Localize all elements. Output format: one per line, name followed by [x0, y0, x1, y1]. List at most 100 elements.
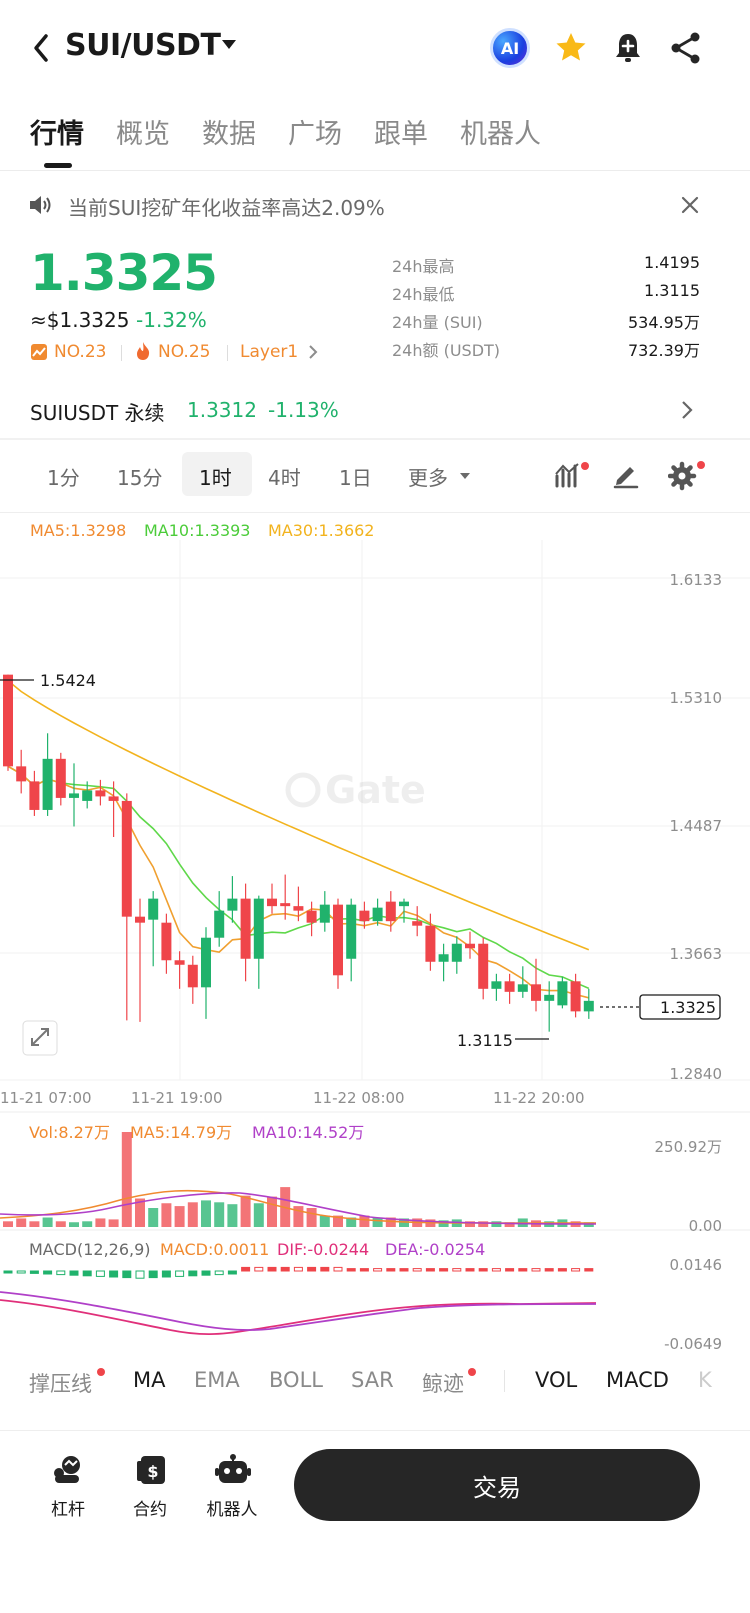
- star-icon[interactable]: [551, 28, 591, 68]
- volume-bar: [187, 1202, 198, 1227]
- indicator-support-resistance[interactable]: 撑压线: [29, 1372, 92, 1396]
- tab-data[interactable]: 数据: [202, 119, 256, 150]
- candle: [214, 891, 225, 947]
- indicator-icon[interactable]: [554, 460, 590, 494]
- tab-bots[interactable]: 机器人: [460, 119, 541, 150]
- candle: [108, 781, 119, 837]
- timeframe-more[interactable]: 更多: [408, 466, 448, 490]
- chevron-right-icon[interactable]: [680, 400, 694, 424]
- indicator-macd[interactable]: MACD: [606, 1368, 669, 1392]
- nav-leverage[interactable]: 杠杆: [51, 1500, 85, 1520]
- candle: [148, 891, 159, 967]
- contract-icon[interactable]: $: [133, 1453, 169, 1487]
- dea-value: DEA:-0.0254: [385, 1240, 485, 1259]
- volume-bar: [491, 1221, 502, 1227]
- market-cap-rank-icon: [30, 343, 48, 365]
- stat-turnover-value: 732.39万: [628, 341, 700, 360]
- indicator-vol[interactable]: VOL: [535, 1368, 578, 1392]
- vol-legend: Vol:8.27万: [29, 1123, 110, 1142]
- bot-icon[interactable]: [215, 1453, 251, 1487]
- nav-bot[interactable]: 机器人: [206, 1500, 258, 1520]
- indicator-sar[interactable]: SAR: [351, 1368, 394, 1392]
- caret-down-icon[interactable]: [222, 40, 236, 49]
- last-price: 1.3325: [30, 244, 218, 302]
- pair-title[interactable]: SUI/USDT: [65, 28, 221, 63]
- dif-value: DIF:-0.0244: [277, 1240, 369, 1259]
- candle: [333, 898, 343, 989]
- bell-plus-icon[interactable]: [608, 28, 648, 68]
- ma5-line: [7, 765, 589, 999]
- tab-market[interactable]: 行情: [30, 119, 84, 150]
- fullscreen-button[interactable]: [22, 1020, 58, 1056]
- caret-down-icon: [460, 473, 470, 479]
- timeframe-1d[interactable]: 1日: [339, 466, 372, 490]
- price-tick: 1.5310: [670, 689, 723, 707]
- divider: [121, 345, 122, 361]
- timeframe-4h[interactable]: 4时: [268, 466, 301, 490]
- perpetual-name[interactable]: SUIUSDT 永续: [30, 401, 165, 425]
- macd-bar: [161, 1270, 171, 1278]
- macd-bar: [412, 1268, 422, 1272]
- macd-bar: [399, 1268, 409, 1272]
- timeframe-1m[interactable]: 1分: [47, 466, 80, 490]
- settings-gear-icon[interactable]: [667, 459, 708, 495]
- tab-copy-trade[interactable]: 跟单: [374, 119, 428, 150]
- notice-text[interactable]: 当前SUI挖矿年化收益率高达2.09%: [68, 196, 385, 220]
- indicator-ema[interactable]: EMA: [194, 1368, 240, 1392]
- candle: [227, 876, 238, 923]
- sector-tag[interactable]: Layer1: [240, 342, 299, 362]
- volume-bar: [399, 1218, 409, 1227]
- volume-bar: [346, 1217, 357, 1227]
- timeframe-15m[interactable]: 15分: [117, 466, 163, 490]
- macd-histogram: [3, 1266, 594, 1279]
- volume-bar: [319, 1215, 330, 1227]
- vol-ma10-legend: MA10:14.52万: [252, 1123, 364, 1142]
- tab-square[interactable]: 广场: [288, 119, 342, 150]
- volume-bar: [293, 1206, 304, 1227]
- candle: [478, 937, 489, 1000]
- candle: [544, 981, 555, 1032]
- draw-pen-icon[interactable]: [611, 460, 641, 494]
- candle: [399, 898, 409, 923]
- candle: [319, 891, 330, 932]
- hot-rank[interactable]: NO.25: [158, 342, 211, 362]
- macd-bar: [439, 1268, 449, 1272]
- back-button[interactable]: [28, 30, 58, 66]
- indicator-kdj[interactable]: K: [698, 1368, 712, 1392]
- macd-bar: [29, 1270, 39, 1274]
- ma10-line: [7, 765, 590, 990]
- ai-assistant-button[interactable]: AI: [490, 28, 530, 68]
- macd-bar: [465, 1268, 475, 1272]
- candle: [385, 891, 396, 932]
- macd-bar: [557, 1268, 567, 1272]
- ma30-line: [7, 680, 590, 951]
- candle: [95, 779, 106, 806]
- market-cap-rank[interactable]: NO.23: [54, 342, 107, 362]
- macd-bar: [188, 1270, 198, 1277]
- share-icon[interactable]: [666, 28, 706, 68]
- volume-bar: [55, 1221, 66, 1227]
- price-chart[interactable]: Gate 1.6133 1.5310 1.4487 1.3663 1.2840 …: [0, 540, 750, 1355]
- indicator-ma[interactable]: MA: [133, 1368, 166, 1392]
- ma10-legend: MA10:1.3393: [144, 521, 251, 540]
- trade-button[interactable]: 交易: [294, 1449, 700, 1521]
- timeframe-1h[interactable]: 1时: [199, 466, 232, 490]
- price-tick: 1.6133: [670, 571, 723, 589]
- high-marker-label: 1.5424: [40, 671, 96, 690]
- macd-bar: [3, 1270, 13, 1274]
- indicator-whale[interactable]: 鲸迹: [422, 1372, 464, 1396]
- stat-low-value: 1.3115: [644, 281, 700, 300]
- chevron-right-icon[interactable]: [307, 344, 319, 364]
- svg-text:$: $: [147, 1462, 158, 1481]
- macd-bar: [148, 1270, 158, 1279]
- leverage-icon[interactable]: [51, 1453, 87, 1487]
- indicator-boll[interactable]: BOLL: [269, 1368, 323, 1392]
- close-icon[interactable]: [679, 194, 701, 220]
- macd-bar: [478, 1268, 488, 1272]
- volume-bar: [306, 1208, 317, 1227]
- low-marker-label: 1.3115: [457, 1031, 513, 1050]
- vol-axis-min: 0.00: [689, 1217, 722, 1235]
- nav-contract[interactable]: 合约: [133, 1500, 167, 1520]
- tab-overview[interactable]: 概览: [116, 119, 170, 150]
- candle: [267, 883, 277, 914]
